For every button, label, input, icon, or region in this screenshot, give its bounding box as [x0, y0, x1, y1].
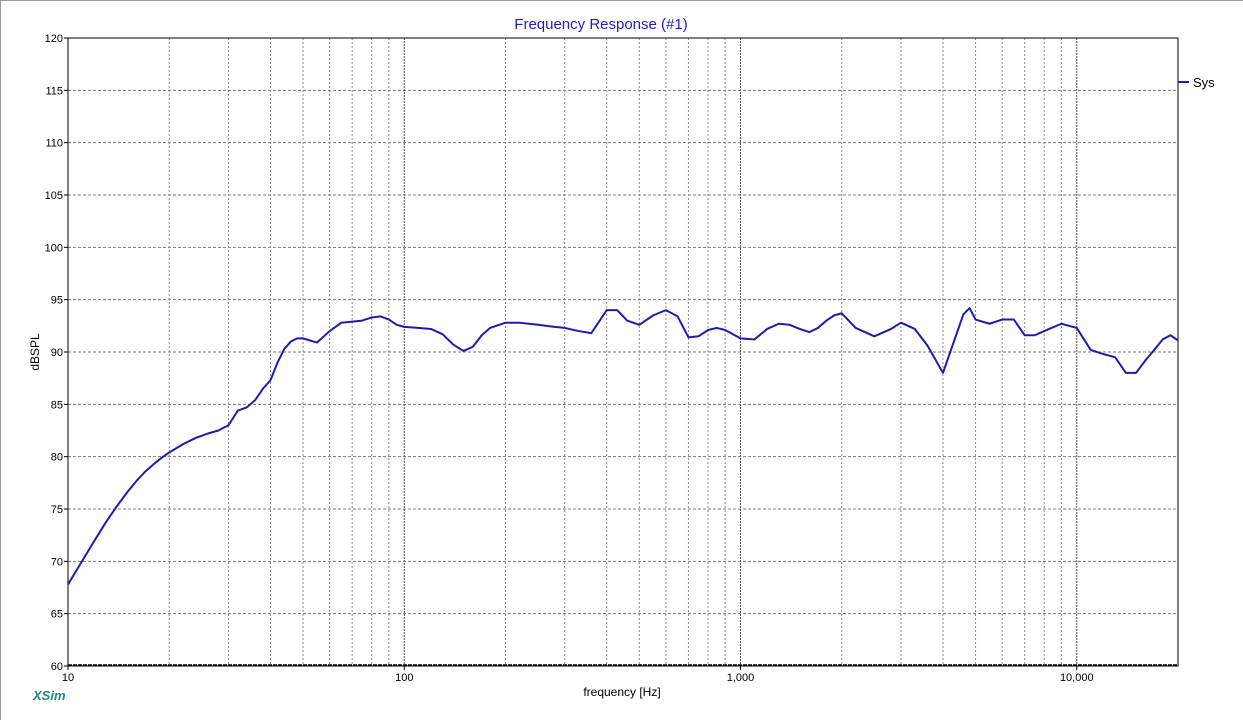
- y-tick-label: 100: [45, 242, 63, 254]
- series-line-sys: [67, 307, 1179, 585]
- xsim-logo: XSim: [32, 688, 66, 703]
- x-tick-label: 1,000: [727, 672, 755, 684]
- x-tick-label: 10,000: [1060, 672, 1094, 684]
- y-tick-label: 75: [51, 504, 63, 516]
- y-tick-label: 90: [51, 347, 63, 359]
- y-tick-label: 110: [45, 138, 63, 150]
- y-tick-label: 120: [45, 33, 63, 45]
- y-tick-label: 85: [51, 399, 63, 411]
- y-tick-label: 115: [45, 85, 63, 97]
- grid-lines: [68, 38, 1178, 666]
- y-tick-label: 105: [45, 190, 63, 202]
- y-tick-label: 65: [51, 609, 63, 621]
- y-tick-label: 60: [51, 661, 63, 673]
- x-axis-label: frequency [Hz]: [583, 685, 660, 699]
- x-tick-label: 100: [395, 672, 413, 684]
- y-tick-label: 95: [51, 295, 63, 307]
- y-tick-label: 70: [51, 556, 63, 568]
- y-tick-label: 80: [51, 452, 63, 464]
- series-layer: [67, 307, 1179, 585]
- chart-title: Frequency Response (#1): [514, 16, 687, 33]
- x-tick-label: 10: [62, 672, 74, 684]
- legend-label-sys: Sys: [1193, 75, 1215, 90]
- y-axis-label: dBSPL: [28, 333, 42, 371]
- legend[interactable]: Sys: [1178, 75, 1215, 90]
- tick-labels: 60 65 70 75 80 85 90 95 100 105 110 115 120 10 100 1,00…: [45, 33, 1094, 684]
